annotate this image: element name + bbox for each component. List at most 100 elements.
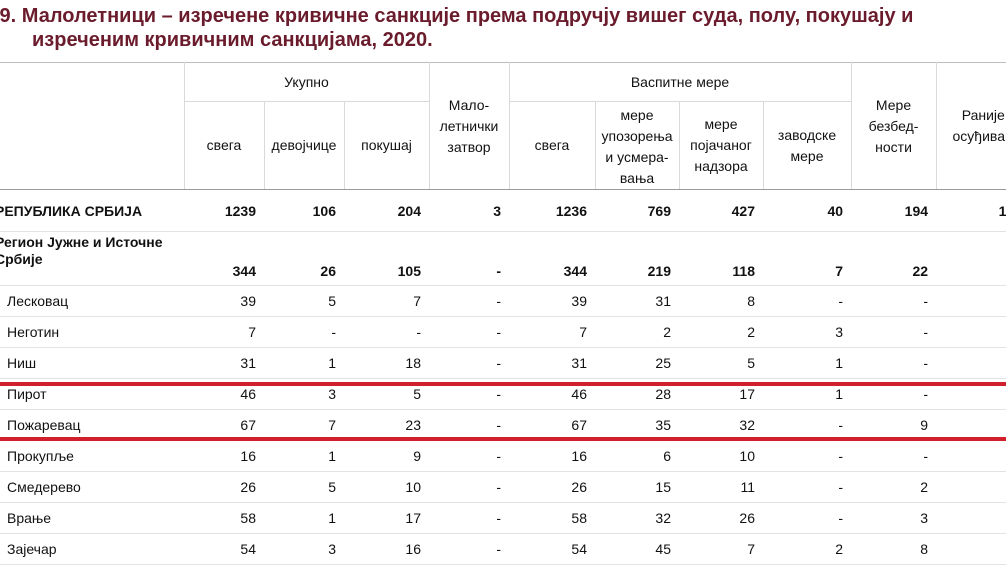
highlight-line-1 bbox=[0, 382, 1006, 386]
table-cell: 3 bbox=[851, 502, 937, 534]
table-cell: 67 bbox=[184, 409, 264, 441]
table-cell: - bbox=[763, 502, 852, 534]
table-cell: 1 bbox=[264, 347, 344, 379]
table-cell: 3 bbox=[763, 316, 852, 348]
table-cell: 3 bbox=[264, 533, 344, 565]
table-cell: 11 bbox=[936, 533, 1006, 565]
table-cell: 1239 bbox=[184, 189, 264, 232]
table-cell: 5 bbox=[264, 285, 344, 317]
table-cell: 6 bbox=[936, 502, 1006, 534]
table-cell: 1 bbox=[264, 440, 344, 472]
table-cell: - bbox=[763, 409, 852, 441]
table-cell: 16 bbox=[936, 409, 1006, 441]
table-cell: 22 bbox=[851, 231, 937, 286]
row-label: Ниш bbox=[0, 347, 184, 379]
table-cell: - bbox=[429, 440, 509, 472]
header-ranije-osudjivani: Раније осуђивани bbox=[935, 62, 1006, 190]
header-ukupno-devojcice: девојчице bbox=[263, 101, 344, 190]
table-cell: 1236 bbox=[509, 189, 595, 232]
header-mere-upozorenja: мере упозорења и усмера-вања bbox=[594, 101, 679, 190]
table-cell: 7 bbox=[344, 285, 429, 317]
table-cell: 2 bbox=[763, 533, 852, 565]
table-cell: 7 bbox=[264, 409, 344, 441]
table-cell: 58 bbox=[509, 502, 595, 534]
table-cell: 54 bbox=[509, 533, 595, 565]
table-cell: 15 bbox=[595, 471, 679, 503]
table-cell: 23 bbox=[344, 409, 429, 441]
row-label: Смедерево bbox=[0, 471, 184, 503]
table-cell: 3 bbox=[429, 189, 509, 232]
table-cell: 46 bbox=[936, 231, 1006, 286]
header-group-ukupno: Укупно bbox=[183, 62, 429, 102]
table-cell: 26 bbox=[264, 231, 344, 286]
row-label-text: Неготин bbox=[7, 324, 60, 340]
table-cell: 194 bbox=[851, 189, 937, 232]
row-label: Регион Јужне и Источне Србије bbox=[0, 231, 184, 286]
table-row: РЕПУБЛИКА СРБИЈА 1239 106 204 3 1236 769 427 40 1… bbox=[0, 189, 1006, 232]
header-stub bbox=[0, 62, 184, 190]
table-cell: - bbox=[763, 285, 852, 317]
table-cell: - bbox=[851, 347, 937, 379]
table-cell: - bbox=[344, 316, 429, 348]
table-cell: 105 bbox=[344, 231, 429, 286]
table-cell: 40 bbox=[763, 189, 852, 232]
table-cell: - bbox=[264, 316, 344, 348]
table-cell: - bbox=[429, 347, 509, 379]
table-title: .9. Малолетници – изречене кривичне санк… bbox=[0, 4, 1006, 52]
table-cell: 2 bbox=[936, 316, 1006, 348]
header-mere-pojacanog: мере појачаног надзора bbox=[678, 101, 763, 190]
table-cell: 26 bbox=[509, 471, 595, 503]
row-label-text: Смедерево bbox=[7, 479, 81, 495]
table-cell: 25 bbox=[595, 347, 679, 379]
table-cell: 7 bbox=[679, 533, 763, 565]
table-cell: 16 bbox=[344, 533, 429, 565]
row-label: РЕПУБЛИКА СРБИЈА bbox=[0, 189, 184, 232]
table-cell: 18 bbox=[344, 347, 429, 379]
table-cell: 58 bbox=[184, 502, 264, 534]
table-title-line-1: .9. Малолетници – изречене кривичне санк… bbox=[0, 5, 914, 27]
table-cell: - bbox=[763, 471, 852, 503]
table-cell: 1 bbox=[264, 502, 344, 534]
table-cell: 10 bbox=[344, 471, 429, 503]
table-cell: 39 bbox=[509, 285, 595, 317]
table-cell: 2 bbox=[595, 316, 679, 348]
header-group-vaspitne: Васпитне мере bbox=[508, 62, 852, 102]
table-cell: 35 bbox=[595, 409, 679, 441]
highlight-line-2 bbox=[0, 437, 1006, 441]
table-cell: 106 bbox=[264, 189, 344, 232]
table-cell: 344 bbox=[509, 231, 595, 286]
row-label: Врање bbox=[0, 502, 184, 534]
row-label-text: Зајечар bbox=[7, 541, 57, 557]
row-label-text: Пожаревац bbox=[7, 417, 81, 433]
row-label-text: Врање bbox=[7, 510, 52, 526]
table-cell: 45 bbox=[595, 533, 679, 565]
table-cell: - bbox=[851, 316, 937, 348]
table-cell: 31 bbox=[509, 347, 595, 379]
table-cell: 32 bbox=[595, 502, 679, 534]
table-cell: 9 bbox=[344, 440, 429, 472]
table-cell: - bbox=[851, 440, 937, 472]
table-cell: 769 bbox=[595, 189, 679, 232]
table-cell: - bbox=[851, 285, 937, 317]
table-cell: 179 bbox=[936, 189, 1006, 232]
table-cell: 5 bbox=[679, 347, 763, 379]
table-cell: 8 bbox=[851, 533, 937, 565]
row-label: Неготин bbox=[0, 316, 184, 348]
table-cell: 2 bbox=[851, 471, 937, 503]
row-label: Пожаревац bbox=[0, 409, 184, 441]
table-cell: 204 bbox=[344, 189, 429, 232]
table-cell: 344 bbox=[184, 231, 264, 286]
table-cell: 7 bbox=[184, 316, 264, 348]
row-label: Прокупље bbox=[0, 440, 184, 472]
table-cell: - bbox=[429, 285, 509, 317]
row-label-text: РЕПУБЛИКА СРБИЈА bbox=[0, 202, 143, 219]
table-body: РЕПУБЛИКА СРБИЈА 1239 106 204 3 1236 769 427 40 1… bbox=[0, 189, 1006, 565]
header-vaspitne-svega: свега bbox=[508, 101, 595, 190]
table-cell: 427 bbox=[679, 189, 763, 232]
table-cell: 1 bbox=[936, 471, 1006, 503]
